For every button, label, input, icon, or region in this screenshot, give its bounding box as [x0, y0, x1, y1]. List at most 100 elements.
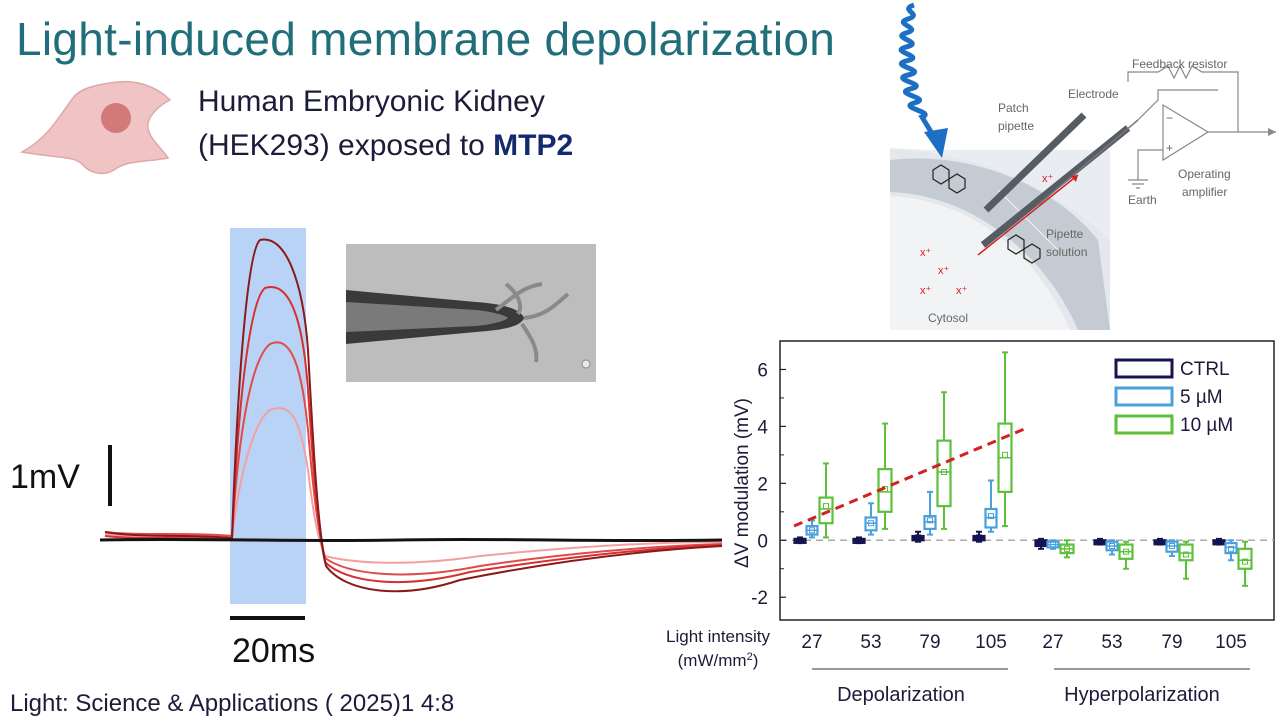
- electrode-wire: [1037, 119, 1139, 206]
- label-patch-pipette-2: pipette: [998, 119, 1034, 133]
- box-mean: [941, 468, 947, 475]
- cell-line-2: (HEK293) exposed to MTP2: [198, 124, 573, 168]
- ion-label: x⁺: [920, 285, 932, 297]
- box-ctrl-0: [793, 536, 807, 545]
- box-mean: [1038, 540, 1044, 547]
- box-5m-2: [923, 490, 937, 536]
- box-mean: [1157, 538, 1163, 545]
- legend-label: 5 µM: [1180, 387, 1223, 408]
- cell-membrane: [890, 158, 1110, 330]
- box-mean: [1064, 545, 1070, 552]
- x-tick-label: 53: [1101, 632, 1122, 653]
- trace-line-4: [104, 238, 723, 593]
- box-10m-2: [936, 391, 952, 530]
- box-iqr: [818, 496, 834, 525]
- legend-swatch: [1114, 386, 1174, 407]
- box-mean: [797, 537, 803, 544]
- cell-line-1: Human Embryonic Kidney: [198, 85, 545, 118]
- cell-icon: [19, 80, 172, 175]
- x-tick-label: 27: [801, 632, 822, 653]
- legend: CTRL 5 µM 10 µM: [1114, 358, 1233, 436]
- box-mean: [1242, 558, 1248, 565]
- y-tick-label: 4: [757, 417, 768, 438]
- box-10m-7: [1237, 540, 1253, 587]
- box-mean: [809, 527, 815, 534]
- box-mean: [856, 537, 862, 544]
- patch-pipette-wall-1: [983, 112, 1087, 213]
- ion-label: x⁺: [920, 247, 932, 259]
- box-mean: [868, 520, 874, 527]
- slide-title: Light-induced membrane depolarization: [16, 13, 836, 65]
- patch-pipette-wall-2: [980, 125, 1131, 248]
- y-axis-label: ΔV modulation (mV): [732, 398, 753, 568]
- patch-clamp-schematic: Feedback resistor Electrode Patch pipett…: [890, 2, 1276, 330]
- box-mean: [1002, 451, 1008, 458]
- box-mean: [927, 517, 933, 524]
- voltage-trace: 1mV 20ms: [10, 228, 723, 670]
- scale-label-voltage: 1mV: [10, 458, 80, 496]
- light-wave-icon: [898, 2, 939, 142]
- label-feedback-resistor: Feedback resistor: [1132, 57, 1227, 71]
- label-earth: Earth: [1128, 193, 1157, 207]
- legend-swatch: [1114, 414, 1174, 435]
- box-mean: [1183, 551, 1189, 558]
- box-5m-1: [864, 502, 878, 536]
- group-label-hyperpolarization: Hyperpolarization: [1064, 684, 1220, 706]
- box-mean: [1123, 548, 1129, 555]
- cell-line-2-prefix: (HEK293) exposed to: [198, 129, 494, 162]
- box-mean: [1109, 542, 1115, 549]
- light-pulse-band: [230, 228, 306, 604]
- current-arrow: [977, 174, 1079, 256]
- cytosol-region: [890, 196, 1070, 330]
- box-10m-6: [1178, 540, 1194, 580]
- label-operating-amplifier-2: amplifier: [1182, 185, 1227, 199]
- box-mean: [1228, 545, 1234, 552]
- cell-description: Human Embryonic Kidney (HEK293) exposed …: [198, 80, 573, 168]
- y-tick-label: -2: [751, 588, 768, 609]
- label-minus: −: [1166, 111, 1173, 125]
- box-mean: [1097, 538, 1103, 545]
- box-5m-5: [1105, 539, 1119, 556]
- y-tick-label: 0: [757, 531, 768, 552]
- scale-label-time: 20ms: [232, 632, 315, 670]
- x-axis-label-line-1: Light intensity: [666, 627, 770, 646]
- citation: Light: Science & Applications ( 2025)1 4…: [10, 690, 455, 717]
- box-ctrl-1: [852, 536, 866, 545]
- x-tick-label: 79: [919, 632, 940, 653]
- box-5m-6: [1165, 539, 1179, 557]
- box-mean: [1216, 538, 1222, 545]
- box-10m-1: [877, 422, 893, 530]
- box-mean: [823, 503, 829, 510]
- box-10m-5: [1118, 540, 1134, 570]
- compound-name: MTP2: [493, 129, 574, 162]
- x-tick-label: 105: [975, 632, 1007, 653]
- box-ctrl-7: [1212, 537, 1226, 546]
- box-5m-7: [1224, 539, 1238, 562]
- box-plot-chart: -2 0 2 4 6 27 53 79 105 27 53 79 105 ΔV modulation …: [666, 340, 1275, 706]
- label-pipette-solution-1: Pipette: [1046, 227, 1084, 241]
- box-5m-3: [984, 479, 998, 533]
- x-tick-label: 53: [860, 632, 881, 653]
- box-iqr: [936, 439, 952, 508]
- trendline: [793, 426, 1028, 528]
- box-ctrl-6: [1153, 537, 1167, 546]
- group-label-depolarization: Depolarization: [837, 684, 965, 706]
- y-tick-label: 6: [757, 360, 768, 381]
- box-mean: [988, 513, 994, 520]
- operating-amplifier: [1162, 103, 1210, 162]
- ion-label: x⁺: [956, 285, 968, 297]
- x-tick-label: 79: [1161, 632, 1182, 653]
- ion-label: x⁺: [1042, 173, 1054, 185]
- earth-symbol: [1128, 149, 1163, 189]
- microscope-image: [346, 244, 596, 382]
- label-operating-amplifier-1: Operating: [1178, 167, 1231, 181]
- box-10m-3: [997, 351, 1013, 528]
- box-mean: [1050, 541, 1056, 548]
- label-electrode: Electrode: [1068, 87, 1119, 101]
- box-5m-4: [1046, 539, 1060, 550]
- ion-label: x⁺: [938, 265, 950, 277]
- x-tick-label: 27: [1042, 632, 1063, 653]
- box-10m-0: [818, 462, 834, 539]
- legend-label: CTRL: [1180, 359, 1230, 380]
- label-plus: +: [1166, 141, 1173, 155]
